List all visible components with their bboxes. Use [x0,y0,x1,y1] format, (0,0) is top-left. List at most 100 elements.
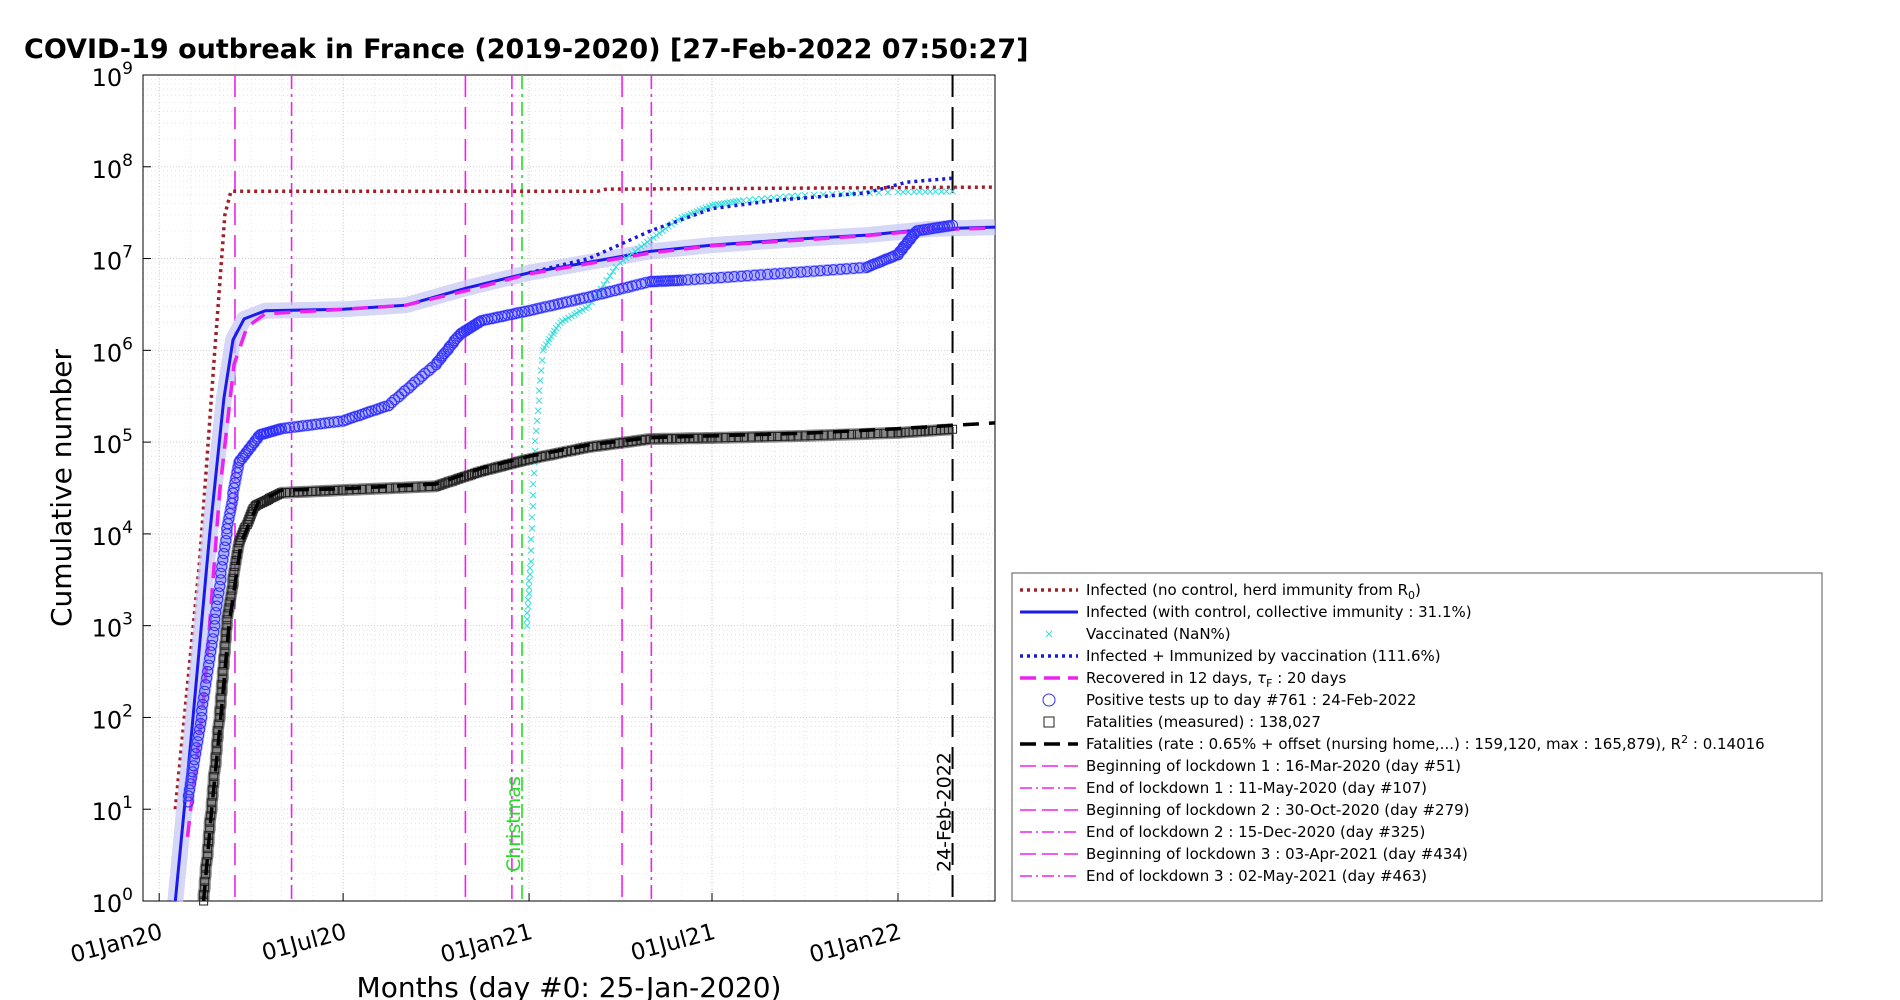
series-marker [195,717,207,729]
series-marker [800,431,810,441]
series-marker [534,407,542,415]
series-marker [233,456,245,468]
series-marker [637,243,645,251]
series-marker [231,467,243,479]
series-marker [207,798,217,808]
series-marker [840,263,852,275]
series-marker [396,388,408,400]
series-marker [921,188,929,196]
legend-label: Positive tests up to day #761 : 24-Feb-2… [1086,691,1416,709]
series-marker [540,451,550,461]
series-marker [216,693,226,703]
series-marker [285,487,295,497]
series-marker [196,711,208,723]
series-marker [910,188,918,196]
series-marker [553,324,560,332]
series-marker [190,748,202,760]
series-marker [788,267,800,279]
series-marker [510,458,520,468]
series-marker [535,387,543,394]
series-marker [527,547,535,554]
y-axis-ticks: 100 101 102 103 104 105 106 107 108 109 [92,59,151,918]
series-marker [203,659,215,671]
series-marker [622,281,634,293]
series-marker [194,724,206,736]
series-marker [386,397,398,409]
legend-item-lockdown3-end: End of lockdown 3 : 02-May-2021 (day #46… [1020,867,1427,885]
series-marker [198,692,210,704]
series-marker [853,429,863,439]
series-marker [538,357,546,364]
series-marker [328,416,340,428]
series-marker [720,433,730,443]
series-marker [676,274,688,286]
series-marker [393,391,405,403]
series-marker [226,591,236,601]
series-marker [216,561,228,573]
series-marker [383,400,395,412]
series-marker [185,778,197,790]
plot-area [142,74,996,902]
series-marker [523,305,535,317]
series-marker [315,418,327,430]
series-marker [293,420,305,432]
series-marker [656,229,663,237]
series-marker [746,196,753,204]
series-marker [413,373,425,385]
series-marker [229,567,239,577]
legend-item-immunized: Infected + Immunized by vaccination (111… [1020,647,1441,665]
legend-item-fatalities-model: Fatalities (rate : 0.65% + offset (nursi… [1020,733,1765,753]
series-marker [622,254,630,262]
series-marker [631,247,639,255]
legend-item-recovered: Recovered in 12 days, τF : 20 days [1020,669,1347,690]
series-marker [726,433,736,443]
series-marker [193,730,205,742]
legend-item-no-control: Infected (no control, herd immunity from… [1020,581,1421,602]
y-tick-label: 107 [92,243,133,276]
series-marker [544,300,556,312]
legend: Infected (no control, herd immunity from… [1011,572,1823,902]
series-marker [884,189,892,196]
legend-label: End of lockdown 2 : 15-Dec-2020 (day #32… [1086,823,1425,841]
series-marker [302,419,314,431]
legend-label: End of lockdown 3 : 02-May-2021 (day #46… [1086,867,1427,885]
series-marker [218,667,228,677]
series-marker [417,482,427,492]
series-band [197,423,955,901]
series-marker [634,245,642,253]
series-marker [404,482,414,492]
series-marker [947,219,959,231]
y-tick-label: 106 [92,334,133,367]
series-marker [218,548,230,560]
series-marker [689,273,701,285]
series-marker [212,739,222,749]
series-marker [603,276,611,284]
series-marker [424,482,434,492]
series-marker [708,272,720,284]
series-marker [242,445,254,457]
series-marker [528,525,536,532]
series-marker [741,270,753,282]
legend-item-positive-tests: Positive tests up to day #761 : 24-Feb-2… [1042,691,1416,709]
legend-label: Recovered in 12 days, τF : 20 days [1086,669,1347,690]
legend-item-lockdown3-begin: Beginning of lockdown 3 : 03-Apr-2021 (d… [1020,845,1468,863]
series-marker [585,303,593,310]
series-marker [323,417,335,429]
series-marker [482,313,494,325]
series-marker [219,541,231,553]
series-marker [527,304,539,316]
series-marker [229,477,241,489]
series-marker [707,433,717,443]
series-marker [487,464,497,474]
legend-label: Vaccinated (NaN%) [1086,625,1231,643]
series-marker [531,437,539,445]
series-marker [801,266,813,278]
series-marker [191,742,203,754]
series-marker [848,190,855,198]
series-marker [550,327,558,335]
y-axis-label: Cumulative number [45,349,78,627]
series-marker [528,513,536,521]
series-marker [182,796,194,808]
series-marker [227,487,239,499]
series-marker [523,609,531,617]
